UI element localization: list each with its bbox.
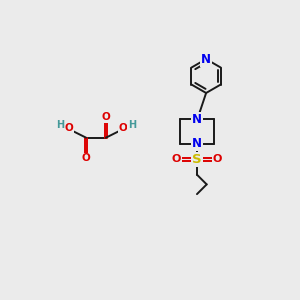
Text: O: O xyxy=(118,123,127,134)
Text: O: O xyxy=(213,154,222,164)
Text: N: N xyxy=(192,137,202,150)
Text: O: O xyxy=(82,153,90,164)
Text: O: O xyxy=(65,123,74,134)
Text: H: H xyxy=(56,120,64,130)
Text: O: O xyxy=(171,154,181,164)
Text: N: N xyxy=(192,113,202,126)
Text: S: S xyxy=(192,153,202,166)
Text: O: O xyxy=(102,112,110,122)
Text: N: N xyxy=(201,52,211,66)
Text: H: H xyxy=(128,120,136,130)
